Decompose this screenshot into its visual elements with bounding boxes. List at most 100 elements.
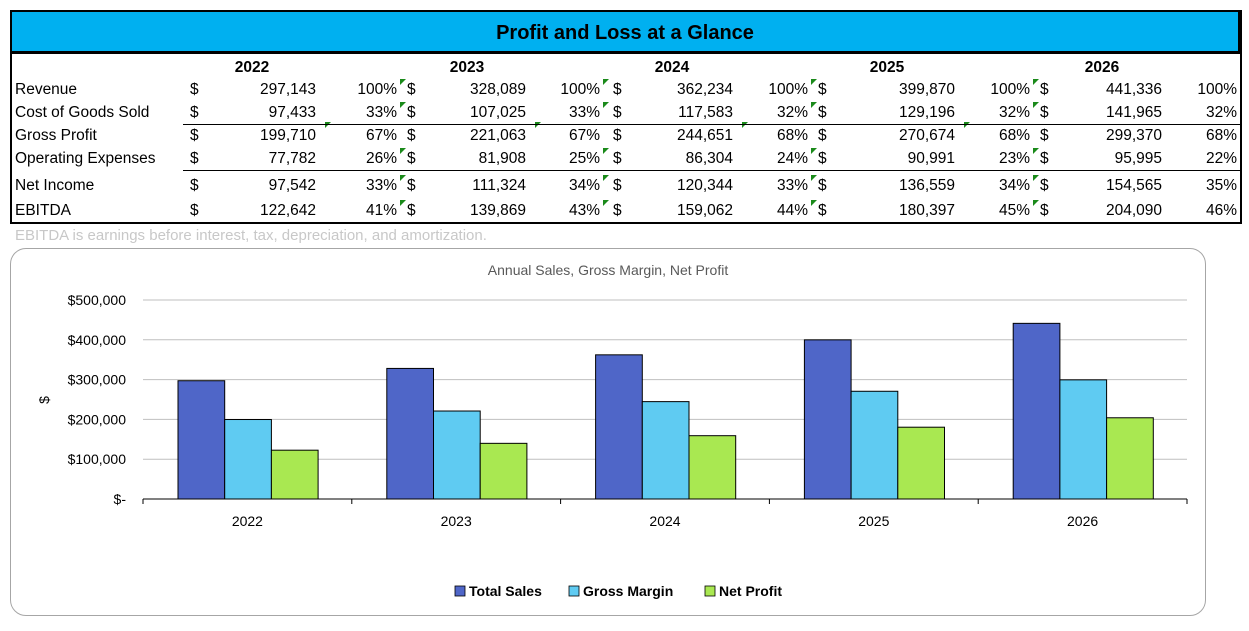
x-tick-label: 2023 <box>441 513 472 529</box>
error-indicator-icon <box>603 79 609 85</box>
percent-cell: 68% <box>1205 127 1237 144</box>
value-cell: 139,869 <box>469 202 526 219</box>
percent-cell: 68% <box>998 127 1030 144</box>
row-label: Net Income <box>15 177 95 194</box>
value-cell: 81,908 <box>478 150 526 167</box>
subtotal-line <box>183 170 1240 171</box>
value-cell: 95,995 <box>1114 150 1162 167</box>
currency-symbol: $ <box>1040 81 1049 98</box>
currency-symbol: $ <box>1040 127 1049 144</box>
error-indicator-icon <box>400 148 406 154</box>
percent-cell: 44% <box>776 202 808 219</box>
value-cell: 122,642 <box>259 202 316 219</box>
value-cell: 270,674 <box>898 127 955 144</box>
row-label: EBITDA <box>15 202 71 219</box>
value-cell: 97,433 <box>268 104 316 121</box>
bar-total-sales <box>595 354 643 500</box>
percent-cell: 45% <box>998 202 1030 219</box>
percent-cell: 23% <box>998 150 1030 167</box>
percent-cell: 33% <box>365 177 397 194</box>
error-indicator-icon <box>811 79 817 85</box>
error-indicator-icon <box>964 122 970 128</box>
currency-symbol: $ <box>613 202 622 219</box>
value-cell: 297,143 <box>259 81 316 98</box>
currency-symbol: $ <box>407 202 416 219</box>
percent-cell: 32% <box>1205 104 1237 121</box>
currency-symbol: $ <box>818 150 827 167</box>
year-header: 2026 <box>1084 59 1120 76</box>
currency-symbol: $ <box>818 177 827 194</box>
row-label: Operating Expenses <box>15 150 156 167</box>
currency-symbol: $ <box>818 202 827 219</box>
percent-cell: 43% <box>568 202 600 219</box>
chart-container[interactable] <box>10 248 1206 616</box>
value-cell: 77,782 <box>268 150 316 167</box>
footnote: EBITDA is earnings before interest, tax,… <box>15 227 487 244</box>
bar-total-sales <box>1012 322 1061 500</box>
bar-total-sales <box>177 380 226 500</box>
error-indicator-icon <box>811 200 817 206</box>
error-indicator-icon <box>811 102 817 108</box>
bar-net-profit <box>479 442 528 500</box>
chart-title: Annual Sales, Gross Margin, Net Profit <box>488 262 729 278</box>
error-indicator-icon <box>400 79 406 85</box>
value-cell: 199,710 <box>259 127 316 144</box>
percent-cell: 100% <box>990 81 1030 98</box>
value-cell: 204,090 <box>1105 202 1162 219</box>
bar-net-profit <box>1106 417 1154 500</box>
y-tick-label: $200,000 <box>68 411 127 427</box>
y-tick-label: $500,000 <box>68 292 127 308</box>
row-label: Revenue <box>15 81 78 98</box>
error-indicator-icon <box>1033 148 1039 154</box>
y-axis-label: $ <box>36 396 52 404</box>
value-cell: 180,397 <box>898 202 955 219</box>
value-cell: 90,991 <box>907 150 955 167</box>
bar-gross-margin <box>433 410 481 500</box>
legend-swatch <box>568 585 580 597</box>
error-indicator-icon <box>1033 175 1039 181</box>
currency-symbol: $ <box>190 81 199 98</box>
currency-symbol: $ <box>1040 104 1049 121</box>
percent-cell: 25% <box>568 150 600 167</box>
percent-cell: 34% <box>998 177 1030 194</box>
percent-cell: 41% <box>365 202 397 219</box>
year-header: 2025 <box>869 59 905 76</box>
value-cell: 221,063 <box>469 127 526 144</box>
row-label: Gross Profit <box>15 127 97 144</box>
currency-symbol: $ <box>1040 202 1049 219</box>
error-indicator-icon <box>811 175 817 181</box>
legend-label: Total Sales <box>469 583 542 599</box>
error-indicator-icon <box>603 102 609 108</box>
error-indicator-icon <box>1033 79 1039 85</box>
value-cell: 117,583 <box>678 104 733 121</box>
value-cell: 107,025 <box>469 104 526 121</box>
percent-cell: 33% <box>776 177 808 194</box>
percent-cell: 22% <box>1205 150 1237 167</box>
currency-symbol: $ <box>190 177 199 194</box>
legend-swatch <box>704 585 716 597</box>
error-indicator-icon <box>400 200 406 206</box>
percent-cell: 24% <box>776 150 808 167</box>
value-cell: 328,089 <box>469 81 526 98</box>
bar-gross-margin <box>641 401 690 500</box>
error-indicator-icon <box>400 102 406 108</box>
x-tick-label: 2022 <box>232 513 263 529</box>
percent-cell: 100% <box>768 81 808 98</box>
x-tick-label: 2025 <box>858 513 889 529</box>
value-cell: 299,370 <box>1105 127 1162 144</box>
currency-symbol: $ <box>1040 150 1049 167</box>
year-header: 2024 <box>654 59 690 76</box>
currency-symbol: $ <box>818 81 827 98</box>
value-cell: 129,196 <box>898 104 955 121</box>
error-indicator-icon <box>603 200 609 206</box>
percent-cell: 32% <box>998 104 1030 121</box>
error-indicator-icon <box>1033 200 1039 206</box>
error-indicator-icon <box>603 175 609 181</box>
subtotal-line <box>183 124 1240 125</box>
bar-total-sales <box>386 367 434 500</box>
y-tick-label: $100,000 <box>68 451 127 467</box>
value-cell: 244,651 <box>676 127 733 144</box>
error-indicator-icon <box>742 122 748 128</box>
percent-cell: 33% <box>365 104 397 121</box>
